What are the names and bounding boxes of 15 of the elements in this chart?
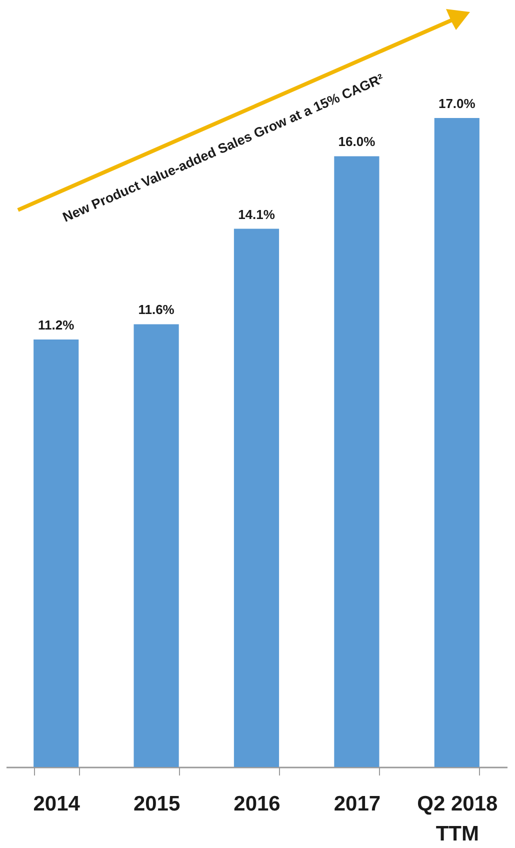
bar (34, 339, 79, 767)
data-label: 14.1% (238, 206, 276, 222)
bar (334, 156, 380, 767)
data-label: 17.0% (438, 96, 476, 112)
x-tick-label: 2015 (133, 792, 180, 816)
data-label: 11.2% (38, 317, 75, 332)
data-label: 16.0% (338, 134, 376, 150)
bar (134, 324, 179, 767)
x-tick-label: 2016 (234, 792, 280, 816)
bar (234, 228, 280, 767)
x-tick-label: 2017 (334, 792, 381, 816)
bar (434, 118, 480, 767)
x-tick-label: 2014 (33, 792, 80, 816)
x-tick-label: Q2 2018 TTM (417, 792, 498, 846)
data-label: 11.6% (138, 302, 175, 318)
